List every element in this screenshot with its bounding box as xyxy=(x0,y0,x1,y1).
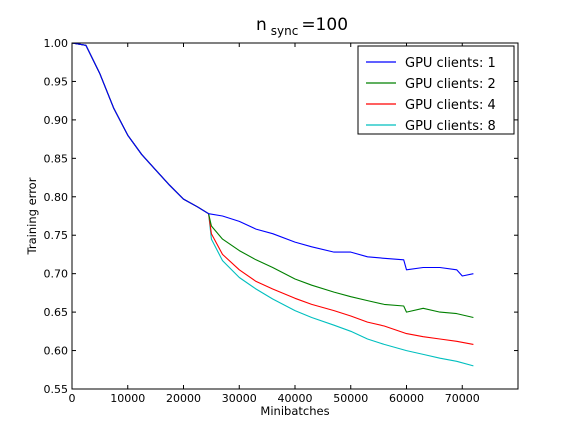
y-tick-label: 0.55 xyxy=(44,383,69,396)
legend-label-gpu-clients-1: GPU clients: 1 xyxy=(405,56,496,71)
y-axis-label: Training error xyxy=(25,177,39,255)
series-line-gpu-clients-1 xyxy=(71,42,474,277)
x-tick-label: 60000 xyxy=(389,392,424,405)
x-tick-label: 50000 xyxy=(333,392,368,405)
chart-title-suffix: =100 xyxy=(301,15,348,35)
y-tick-label: 0.80 xyxy=(44,191,69,204)
y-tick-label: 0.95 xyxy=(44,75,69,88)
series-layer xyxy=(71,42,474,367)
x-tick-label: 40000 xyxy=(278,392,313,405)
y-tick-label: 0.70 xyxy=(44,268,69,281)
y-tick-label: 0.75 xyxy=(44,229,69,242)
plot-frame xyxy=(71,42,519,390)
chart-title-main: n xyxy=(256,15,267,35)
x-tick-label: 20000 xyxy=(166,392,201,405)
legend-label-gpu-clients-4: GPU clients: 4 xyxy=(405,98,496,113)
ticks-layer: 0 10000 20000 30000 40000 50000 60000 70000 0.55… xyxy=(44,37,518,405)
x-tick-label: 70000 xyxy=(445,392,480,405)
legend-box xyxy=(357,45,515,135)
legend-label-gpu-clients-2: GPU clients: 2 xyxy=(405,77,496,92)
x-axis-label: Minibatches xyxy=(260,404,329,418)
y-tick-label: 0.65 xyxy=(44,306,69,319)
chart-title-subscript: sync xyxy=(271,24,299,38)
x-tick-label: 30000 xyxy=(222,392,257,405)
y-tick-label: 1.00 xyxy=(44,37,69,50)
chart-title: n sync =100 xyxy=(256,15,348,38)
legend: GPU clients: 1 GPU clients: 2 GPU client… xyxy=(357,45,515,135)
x-tick-label: 0 xyxy=(69,392,76,405)
x-tick-label: 10000 xyxy=(110,392,145,405)
legend-label-gpu-clients-8: GPU clients: 8 xyxy=(405,119,496,134)
y-tick-label: 0.85 xyxy=(44,152,69,165)
y-tick-label: 0.90 xyxy=(44,114,69,127)
y-tick-label: 0.60 xyxy=(44,345,69,358)
